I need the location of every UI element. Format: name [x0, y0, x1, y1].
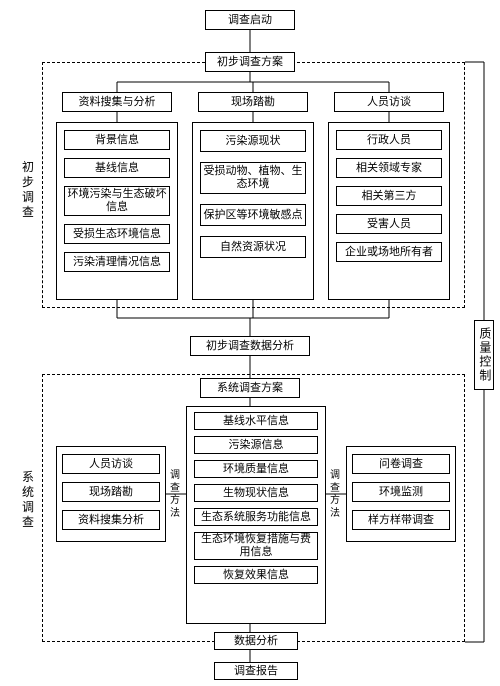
- p4: 受害人员: [336, 214, 442, 234]
- s2: 受损动物、植物、生态环境: [200, 162, 306, 194]
- label-survey-right: 调查方法: [330, 470, 340, 520]
- node-prelim-plan: 初步调查方案: [205, 52, 295, 72]
- c4: 生物现状信息: [194, 484, 318, 502]
- label-systematic: 系统调查: [22, 470, 34, 530]
- p2: 相关领域专家: [336, 158, 442, 178]
- col-data-header: 资料搜集与分析: [62, 92, 172, 112]
- c6: 生态环境恢复措施与费用信息: [194, 532, 318, 560]
- d3: 环境污染与生态破坏信息: [64, 186, 170, 216]
- node-sys-plan: 系统调查方案: [200, 378, 300, 398]
- m3: 资料搜集分析: [62, 510, 160, 530]
- c7: 恢复效果信息: [194, 566, 318, 584]
- c1: 基线水平信息: [194, 412, 318, 430]
- col-interview-header: 人员访谈: [334, 92, 444, 112]
- node-data-analysis: 数据分析: [214, 632, 298, 650]
- s4: 自然资源状况: [200, 236, 306, 258]
- p1: 行政人员: [336, 130, 442, 150]
- p3: 相关第三方: [336, 186, 442, 206]
- r2: 环境监测: [352, 482, 450, 502]
- label-survey-left: 调查方法: [170, 470, 180, 520]
- node-prelim-analysis: 初步调查数据分析: [190, 336, 310, 356]
- d5: 污染清理情况信息: [64, 252, 170, 272]
- m1: 人员访谈: [62, 454, 160, 474]
- d2: 基线信息: [64, 158, 170, 178]
- p5: 企业或场地所有者: [336, 242, 442, 262]
- s1: 污染源现状: [200, 130, 306, 152]
- qc-box: 质量控制: [474, 320, 494, 390]
- node-report: 调查报告: [214, 662, 298, 680]
- node-start: 调查启动: [205, 10, 295, 30]
- col-site-header: 现场踏勘: [198, 92, 308, 112]
- c3: 环境质量信息: [194, 460, 318, 478]
- label-preliminary: 初步调查: [22, 160, 34, 220]
- d1: 背景信息: [64, 130, 170, 150]
- r3: 样方样带调查: [352, 510, 450, 530]
- c2: 污染源信息: [194, 436, 318, 454]
- s3: 保护区等环境敏感点: [200, 204, 306, 226]
- c5: 生态系统服务功能信息: [194, 508, 318, 526]
- d4: 受损生态环境信息: [64, 224, 170, 244]
- m2: 现场踏勘: [62, 482, 160, 502]
- r1: 问卷调查: [352, 454, 450, 474]
